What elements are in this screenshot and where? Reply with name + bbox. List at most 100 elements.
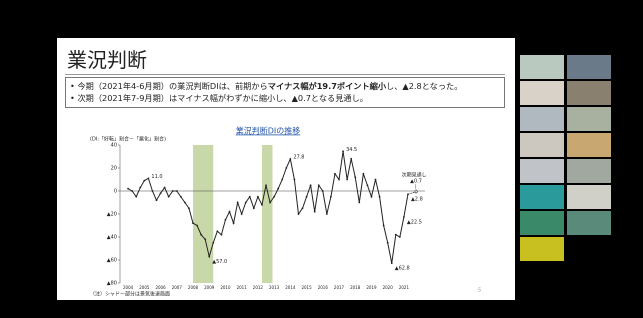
- point: [354, 176, 356, 178]
- point: [135, 196, 137, 198]
- x-tick-label: 2021: [399, 285, 410, 290]
- point: [127, 188, 129, 190]
- forecast-point: [415, 191, 417, 193]
- point: [289, 158, 291, 160]
- point: [208, 256, 210, 258]
- point: [245, 202, 247, 204]
- point: [168, 196, 170, 198]
- x-tick-label: 2012: [253, 285, 264, 290]
- point: [285, 167, 287, 169]
- point: [330, 196, 332, 198]
- page-number: 5: [478, 288, 481, 294]
- value-label: ▲62.8: [395, 266, 410, 272]
- x-tick-label: 2009: [204, 285, 215, 290]
- point: [371, 196, 373, 198]
- point: [180, 196, 182, 198]
- y-tick-label: ▲80: [107, 281, 117, 287]
- point: [225, 219, 227, 221]
- point: [184, 202, 186, 204]
- point: [362, 173, 364, 175]
- point: [391, 262, 393, 264]
- point: [298, 213, 300, 215]
- point: [403, 216, 405, 218]
- point: [310, 184, 312, 186]
- point: [350, 158, 352, 160]
- point: [220, 234, 222, 236]
- shade: [262, 145, 273, 283]
- point: [265, 184, 267, 186]
- point: [192, 222, 194, 224]
- point: [172, 190, 174, 192]
- point: [367, 184, 369, 186]
- point: [229, 211, 231, 213]
- x-tick-label: 2005: [139, 285, 150, 290]
- x-tick-label: 2019: [366, 285, 377, 290]
- point: [257, 196, 259, 198]
- point: [196, 225, 198, 227]
- point: [358, 202, 360, 204]
- point: [318, 184, 320, 186]
- y-tick-label: 40: [111, 143, 117, 149]
- point: [277, 188, 279, 190]
- point: [152, 190, 154, 192]
- forecast-arrow: [415, 184, 416, 190]
- value-label: 34.5: [346, 147, 357, 153]
- point: [212, 242, 214, 244]
- x-tick-label: 2017: [334, 285, 345, 290]
- x-tick-label: 2015: [301, 285, 312, 290]
- point: [399, 236, 401, 238]
- y-tick-label: 20: [111, 166, 117, 172]
- point: [302, 207, 304, 209]
- point: [379, 196, 381, 198]
- point: [249, 196, 251, 198]
- point: [273, 196, 275, 198]
- point: [139, 187, 141, 189]
- x-tick-label: 2007: [172, 285, 183, 290]
- point: [176, 190, 178, 192]
- point: [253, 207, 255, 209]
- x-tick-label: 2011: [237, 285, 248, 290]
- point: [156, 199, 158, 201]
- point: [383, 225, 385, 227]
- point: [387, 242, 389, 244]
- point: [147, 177, 149, 179]
- point: [233, 222, 235, 224]
- x-tick-label: 2018: [350, 285, 361, 290]
- chart-title: 業況判断DIの推移: [236, 126, 301, 136]
- shade: [193, 145, 213, 283]
- point: [216, 230, 218, 232]
- point: [204, 238, 206, 240]
- point: [395, 234, 397, 236]
- point: [326, 213, 328, 215]
- point: [314, 211, 316, 213]
- x-tick-label: 2013: [269, 285, 280, 290]
- x-tick-label: 2020: [383, 285, 394, 290]
- value-label: 27.8: [293, 155, 304, 161]
- x-tick-label: 2010: [220, 285, 231, 290]
- value-label: ▲2.8: [411, 197, 423, 203]
- value-label: 11.0: [151, 174, 162, 180]
- point: [131, 190, 133, 192]
- screen: 業況判断 • 今期（2021年4-6月期）の業況判断DIは、前期からマイナス幅が…: [0, 0, 643, 318]
- y-axis-label: (DI:「好転」割合－「悪化」割合): [90, 136, 166, 143]
- point: [237, 202, 239, 204]
- point: [261, 204, 263, 206]
- value-label: ▲22.5: [407, 219, 422, 225]
- forecast-note: 次期見通し: [402, 171, 427, 178]
- point: [241, 213, 243, 215]
- value-label: ▲57.0: [212, 259, 227, 265]
- point: [294, 179, 296, 181]
- point: [346, 179, 348, 181]
- forecast-label: ▲0.7: [410, 178, 422, 184]
- point: [342, 150, 344, 152]
- point: [334, 173, 336, 175]
- y-tick-label: ▲20: [107, 212, 117, 218]
- point: [375, 179, 377, 181]
- point: [322, 190, 324, 192]
- point: [269, 202, 271, 204]
- point: [200, 234, 202, 236]
- x-tick-label: 2016: [318, 285, 329, 290]
- point: [306, 196, 308, 198]
- x-tick-label: 2004: [123, 285, 134, 290]
- y-tick-label: ▲40: [107, 235, 117, 241]
